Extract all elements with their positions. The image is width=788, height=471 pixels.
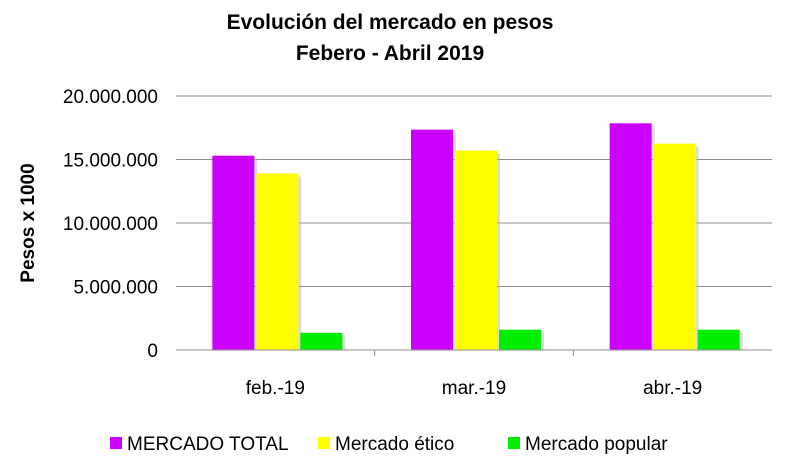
- legend-label: Mercado popular: [525, 434, 668, 455]
- legend-swatch: [508, 437, 520, 449]
- legend-swatch: [110, 437, 122, 449]
- x-tick-label: mar.-19: [442, 378, 506, 399]
- y-tick-label: 10.000.000: [63, 214, 158, 235]
- bar-mercado-tico: [455, 150, 497, 350]
- bar-mercado-total: [609, 123, 652, 351]
- legend-swatch: [318, 437, 330, 449]
- bar-mercado-total: [212, 155, 255, 350]
- legend-label: MERCADO TOTAL: [127, 434, 289, 455]
- bars-group: [212, 123, 743, 351]
- y-tick-label: 0: [147, 341, 158, 362]
- y-axis-ticks: 0 5.000.000 10.000.000 15.000.000 20.000.000: [63, 87, 158, 362]
- legend: MERCADO TOTAL Mercado ético Mercado popula…: [110, 434, 668, 455]
- y-tick-label: 20.000.000: [63, 87, 158, 108]
- bar-mercado-popular: [697, 329, 740, 350]
- bar-mercado-popular: [300, 332, 343, 350]
- bar-mercado-tico: [653, 143, 696, 350]
- chart-title-line-2: Febero - Abril 2019: [296, 42, 484, 65]
- bar-mercado-total: [411, 129, 453, 350]
- chart-title-line-1: Evolución del mercado en pesos: [227, 11, 554, 34]
- bar-mercado-tico: [256, 173, 299, 350]
- y-tick-label: 15.000.000: [63, 151, 158, 172]
- x-tick-label: feb.-19: [246, 378, 305, 399]
- legend-label: Mercado ético: [335, 434, 454, 455]
- x-tick-label: abr.-19: [643, 378, 702, 399]
- y-tick-label: 5.000.000: [73, 278, 158, 299]
- y-axis-label: Pesos x 1000: [18, 163, 39, 282]
- x-axis-ticks: feb.-19 mar.-19 abr.-19: [246, 350, 702, 399]
- bar-mercado-popular: [499, 329, 541, 350]
